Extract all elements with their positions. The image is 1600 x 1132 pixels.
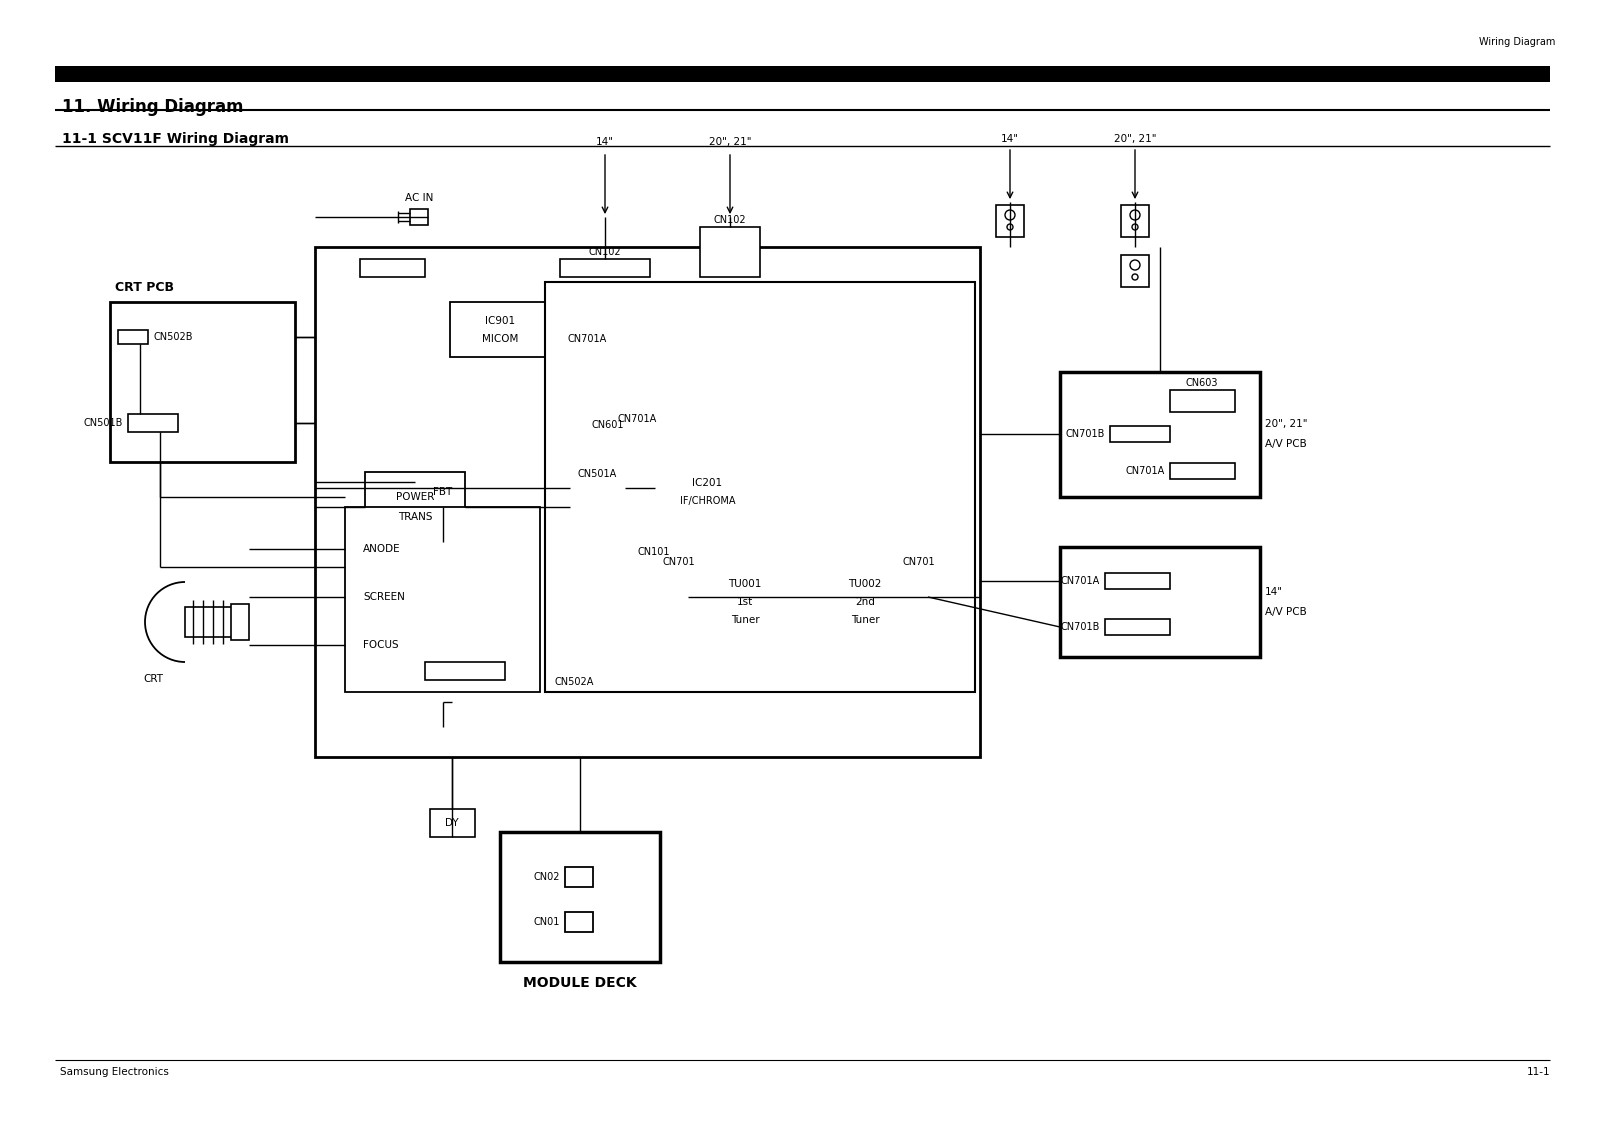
Bar <box>54 66 1550 82</box>
Bar <box>706 547 786 657</box>
Text: 20", 21": 20", 21" <box>1266 420 1307 429</box>
Bar <box>1059 372 1261 497</box>
Text: 1st: 1st <box>738 597 754 607</box>
Text: 11-1 SCV11F Wiring Diagram: 11-1 SCV11F Wiring Diagram <box>62 132 290 146</box>
Bar <box>570 397 589 452</box>
Text: A/V PCB: A/V PCB <box>1266 607 1307 617</box>
Text: 14": 14" <box>595 137 614 147</box>
Bar <box>1106 573 1170 589</box>
Bar <box>1110 426 1170 441</box>
Text: 14": 14" <box>1266 588 1283 597</box>
Bar <box>1170 391 1235 412</box>
Text: 20", 21": 20", 21" <box>1114 134 1157 144</box>
Bar <box>614 426 661 441</box>
Text: MODULE DECK: MODULE DECK <box>523 976 637 990</box>
Text: CN701B: CN701B <box>1061 621 1101 632</box>
Bar <box>910 572 928 621</box>
Text: IC901: IC901 <box>485 316 515 326</box>
Bar <box>315 247 979 757</box>
Text: POWER: POWER <box>395 492 434 501</box>
Bar <box>426 662 506 680</box>
Text: 11. Wiring Diagram: 11. Wiring Diagram <box>62 98 243 115</box>
Text: FOCUS: FOCUS <box>363 640 398 650</box>
Bar <box>645 567 662 672</box>
Text: CN701: CN701 <box>662 557 696 567</box>
Bar <box>995 205 1024 237</box>
Bar <box>1122 255 1149 288</box>
Bar <box>1122 205 1149 237</box>
Text: CN102: CN102 <box>589 247 621 257</box>
Bar <box>499 832 661 962</box>
Text: DY: DY <box>445 818 459 827</box>
Bar <box>128 414 178 432</box>
Text: CN701: CN701 <box>902 557 936 567</box>
Bar <box>346 507 541 692</box>
Text: CN701A: CN701A <box>568 334 606 344</box>
Text: CN501B: CN501B <box>83 418 123 428</box>
Text: 14": 14" <box>1002 134 1019 144</box>
Bar <box>365 472 466 542</box>
Text: CRT PCB: CRT PCB <box>115 281 174 294</box>
Bar <box>840 625 885 648</box>
Text: CN01: CN01 <box>534 917 560 927</box>
Text: CN701A: CN701A <box>1061 576 1101 586</box>
Bar <box>360 259 426 277</box>
Bar <box>230 604 250 640</box>
Text: Samsung Electronics: Samsung Electronics <box>61 1067 170 1077</box>
Bar <box>430 809 475 837</box>
Text: 2nd: 2nd <box>854 597 875 607</box>
Text: CN701A: CN701A <box>1126 466 1165 475</box>
Bar <box>110 302 294 462</box>
Text: ANODE: ANODE <box>363 544 400 554</box>
Text: IF/CHROMA: IF/CHROMA <box>680 496 736 506</box>
Text: CN502A: CN502A <box>554 677 594 687</box>
Text: SCREEN: SCREEN <box>363 592 405 602</box>
Text: Wiring Diagram: Wiring Diagram <box>1478 37 1555 48</box>
Bar <box>450 302 550 357</box>
Text: 11-1: 11-1 <box>1526 1067 1550 1077</box>
Text: A/V PCB: A/V PCB <box>1266 439 1307 449</box>
Text: CN701A: CN701A <box>618 414 656 424</box>
Bar <box>565 867 594 887</box>
Bar <box>654 468 760 517</box>
Bar <box>670 572 688 621</box>
Text: CRT: CRT <box>142 674 163 684</box>
Bar <box>410 209 429 225</box>
Text: Tuner: Tuner <box>851 615 880 625</box>
Text: CN101: CN101 <box>638 547 670 557</box>
Text: CN102: CN102 <box>714 215 746 225</box>
Bar <box>1106 619 1170 635</box>
Text: TRANS: TRANS <box>398 512 432 522</box>
Bar <box>570 481 626 495</box>
Bar <box>720 625 765 648</box>
Text: CN501A: CN501A <box>578 469 616 479</box>
Bar <box>546 282 974 692</box>
Text: CN02: CN02 <box>533 872 560 882</box>
Bar <box>565 572 582 667</box>
Text: TU002: TU002 <box>848 578 882 589</box>
Text: CN603: CN603 <box>1186 378 1218 388</box>
Bar <box>118 331 147 344</box>
Text: IC201: IC201 <box>693 478 723 488</box>
Bar <box>1059 547 1261 657</box>
Bar <box>560 346 614 362</box>
Text: AC IN: AC IN <box>405 192 434 203</box>
Bar <box>560 259 650 277</box>
Text: MICOM: MICOM <box>482 334 518 343</box>
Bar <box>701 228 760 277</box>
Bar <box>1170 463 1235 479</box>
Bar <box>186 607 240 637</box>
Text: 20", 21": 20", 21" <box>709 137 752 147</box>
Bar <box>565 912 594 932</box>
Text: TU001: TU001 <box>728 578 762 589</box>
Text: CN601: CN601 <box>592 420 624 430</box>
Bar <box>826 547 906 657</box>
Text: CN502B: CN502B <box>154 332 192 342</box>
Text: FBT: FBT <box>434 487 453 497</box>
Text: CN701B: CN701B <box>1066 429 1106 439</box>
Text: Tuner: Tuner <box>731 615 760 625</box>
